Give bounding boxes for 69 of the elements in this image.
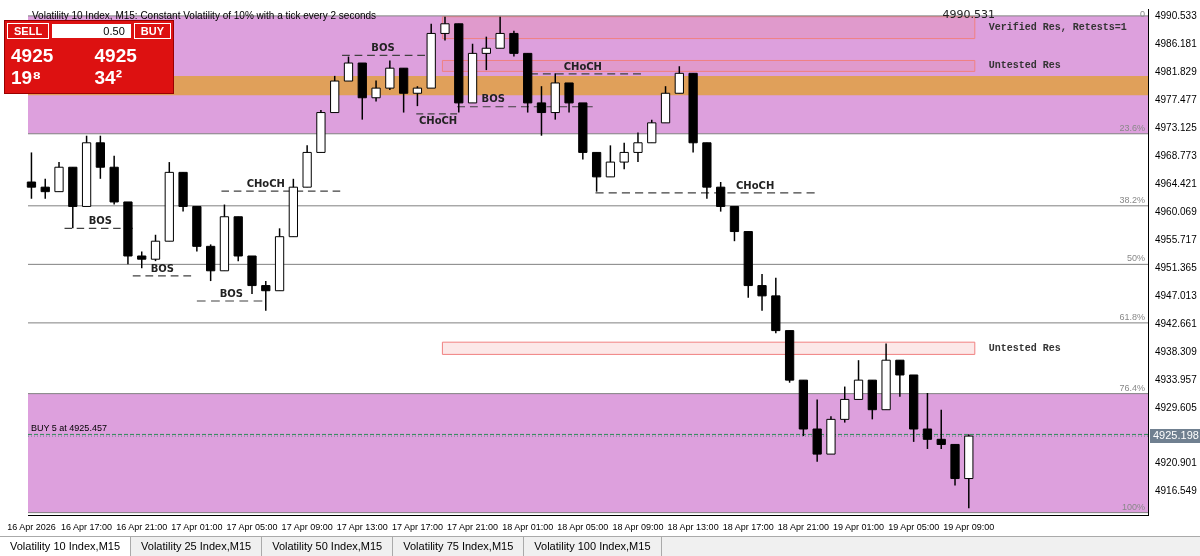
x-tick-label: 17 Apr 05:00 <box>226 522 278 533</box>
y-tick-label: 4951.365 <box>1155 261 1198 273</box>
annotation: CHoCH <box>246 177 285 189</box>
x-tick-label: 16 Apr 17:00 <box>61 522 113 533</box>
chart-title: Volatility 10 Index, M15: Constant Volatility of 10% with a tick every 2 seconds <box>32 9 377 21</box>
x-tick-label: 19 Apr 01:00 <box>833 522 885 533</box>
x-tick-label: 19 Apr 09:00 <box>943 522 995 533</box>
x-tick-label: 18 Apr 09:00 <box>612 522 664 533</box>
ref-line-label: 4925.198 <box>1153 429 1199 442</box>
ref-line-label: BUY 5 at 4925.457 <box>31 423 107 434</box>
x-tick-label: 17 Apr 13:00 <box>336 522 388 533</box>
text: Volatility 50 Index,M15 <box>262 537 394 556</box>
text: Volatility 100 Index,M15 <box>524 537 662 556</box>
y-tick-label: 4973.125 <box>1155 121 1198 133</box>
y-tick-label: 4986.181 <box>1155 37 1198 49</box>
x-tick-label: 17 Apr 01:00 <box>171 522 223 533</box>
x-tick-label: 17 Apr 09:00 <box>281 522 333 533</box>
x-tick-label: 18 Apr 01:00 <box>502 522 554 533</box>
annotation: BOS <box>88 214 113 226</box>
y-tick-label: 4916.549 <box>1155 485 1198 497</box>
y-tick-label: 4964.421 <box>1155 177 1198 189</box>
annotation: CHoCH <box>418 115 458 127</box>
annotation: BOS <box>219 287 243 299</box>
y-tick-label: 4929.605 <box>1155 401 1198 413</box>
x-tick-label: 19 Apr 05:00 <box>888 522 940 533</box>
annotation: CHoCH <box>563 60 602 72</box>
y-tick-label: 4968.773 <box>1155 149 1198 161</box>
x-tick-label: 18 Apr 17:00 <box>722 522 774 533</box>
y-tick-label: 4942.661 <box>1155 317 1198 329</box>
text: Volatility 25 Index,M15 <box>131 537 263 556</box>
candlestick <box>633 131 643 163</box>
annotation: BOS <box>150 262 175 274</box>
band-label: Verified Res, Retests=1 <box>988 22 1127 34</box>
candlestick <box>440 15 450 42</box>
annotation: 61.8% <box>1119 311 1145 322</box>
y-tick-label: 4933.957 <box>1155 373 1198 385</box>
band-label: Untested Res <box>988 342 1061 354</box>
x-tick-label: 17 Apr 21:00 <box>447 522 499 533</box>
band-label: Untested Res <box>988 60 1061 72</box>
x-tick-label: 18 Apr 21:00 <box>777 522 829 533</box>
x-tick-label: 16 Apr 21:00 <box>116 522 168 533</box>
annotation: BUY <box>133 23 171 39</box>
annotation: CHoCH <box>735 179 775 191</box>
annotation: 50% <box>1126 253 1145 264</box>
annotation: BOS <box>371 41 395 53</box>
text: Volatility 10 Index,M15 <box>0 537 132 556</box>
y-tick-label: 4990.533 <box>1155 9 1198 21</box>
y-tick-label: 4938.309 <box>1155 345 1198 357</box>
y-tick-label: 4981.829 <box>1155 65 1198 77</box>
x-tick-label: 17 Apr 17:00 <box>391 522 443 533</box>
x-tick-label: 16 Apr 2026 <box>7 522 56 533</box>
lot-size-field: 0.50 <box>52 24 131 38</box>
x-tick-label: 18 Apr 05:00 <box>557 522 609 533</box>
y-tick-label: 4947.013 <box>1155 289 1198 301</box>
annotation: 4990.531 <box>942 8 996 22</box>
y-tick-label: 4960.069 <box>1155 205 1198 217</box>
annotation: 76.4% <box>1119 382 1145 393</box>
y-tick-label: 4920.901 <box>1155 457 1198 469</box>
annotation: 4925 19⁸ <box>10 44 55 90</box>
annotation: BOS <box>481 93 505 105</box>
annotation: 38.2% <box>1119 194 1145 205</box>
text: Volatility 75 Index,M15 <box>393 537 525 556</box>
annotation: 100% <box>1121 501 1145 512</box>
annotation: SELL <box>7 23 50 39</box>
y-tick-label: 4955.717 <box>1155 233 1198 245</box>
x-tick-label: 18 Apr 13:00 <box>667 522 719 533</box>
annotation: 23.6% <box>1119 122 1145 133</box>
annotation: 4925 34² <box>93 44 138 90</box>
y-tick-label: 4977.477 <box>1155 93 1198 105</box>
